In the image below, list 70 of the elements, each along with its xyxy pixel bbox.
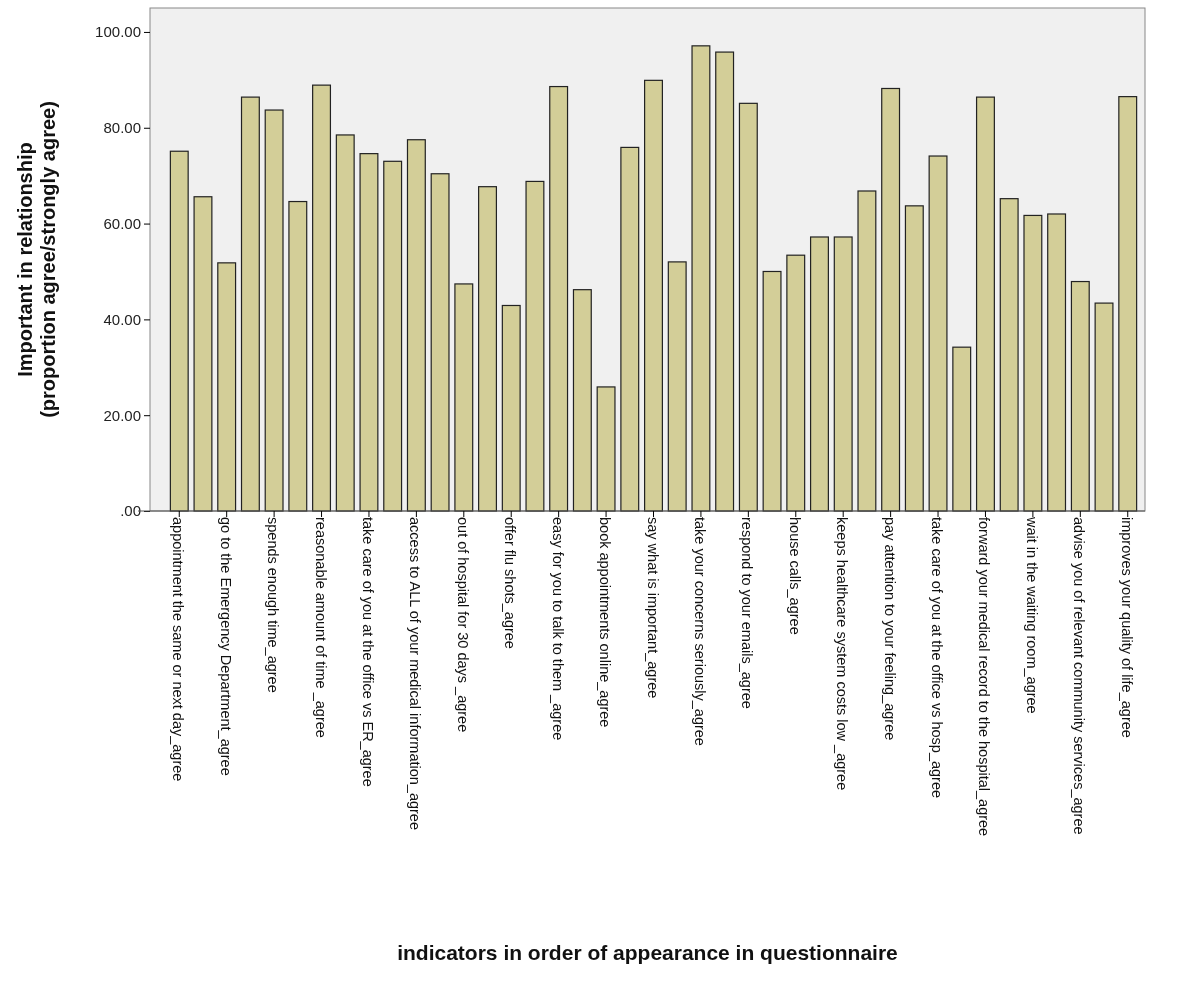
bar — [478, 186, 498, 512]
bar — [312, 84, 332, 512]
bar — [691, 45, 711, 512]
bar — [596, 386, 616, 512]
bar — [975, 96, 995, 512]
x-axis-title: indicators in order of appearance in questionnaire — [397, 941, 898, 964]
bar — [881, 87, 901, 512]
bar — [335, 134, 355, 512]
bar — [240, 96, 260, 512]
x-tick-label: easy for you to talk to them _agree — [549, 517, 566, 741]
bar — [928, 155, 948, 512]
bar — [833, 236, 853, 512]
x-tick-label: take care of you at the office vs ER_agree — [359, 517, 376, 787]
y-tick-label: .00 — [120, 502, 141, 520]
y-tick-label: 80.00 — [103, 119, 141, 137]
bar — [1047, 213, 1067, 512]
x-tick-label: take your concerns seriously_agree — [691, 517, 708, 746]
bar — [525, 180, 545, 512]
x-tick-label: out of hospital for 30 days _agree — [454, 517, 471, 733]
x-tick-label: access to ALL of your medical information_agree — [406, 517, 423, 830]
x-tick-label: house calls_agree — [786, 517, 803, 635]
bar — [786, 254, 806, 512]
bar — [169, 150, 189, 512]
bar — [667, 261, 687, 512]
bar — [264, 109, 284, 512]
bar — [1023, 214, 1043, 512]
x-tick-label: forward your medical record to the hospital_agree — [976, 517, 993, 837]
bar — [572, 289, 592, 512]
x-tick-label: spends enough time_agree — [264, 517, 281, 693]
y-tick-label: 40.00 — [103, 310, 141, 328]
y-axis-title: Important in relationship (proportion agree/strongly agree) — [14, 101, 59, 418]
x-tick-label: pay attention to your feeling_agree — [881, 517, 898, 741]
bar — [454, 283, 474, 512]
x-tick-label: advise you of relevant community services_agree — [1070, 517, 1087, 835]
y-tick-label: 100.00 — [95, 23, 141, 41]
y-tick-label: 60.00 — [103, 214, 141, 232]
bar — [549, 85, 569, 512]
x-tick-label: improves your quality of life_agree — [1118, 517, 1135, 738]
bar — [406, 139, 426, 512]
x-tick-label: go to the Emergency Department_agree — [217, 517, 234, 776]
bar — [952, 346, 972, 512]
bar — [999, 198, 1019, 512]
bar — [430, 173, 450, 512]
bar — [1094, 302, 1114, 512]
bar — [857, 190, 877, 512]
x-tick-label: take care of you at the office vs hosp_agree — [928, 517, 945, 799]
bar — [193, 196, 213, 512]
bar — [904, 205, 924, 512]
bar — [1118, 96, 1138, 512]
bar — [762, 270, 782, 512]
bar — [501, 304, 521, 512]
bar — [809, 236, 829, 512]
bar — [288, 200, 308, 512]
x-tick-label: say what is important_agree — [644, 517, 661, 699]
x-tick-label: offer flu shots_agree — [501, 517, 518, 649]
x-tick-label: respond to your emails_agree — [738, 517, 755, 709]
bar — [715, 51, 735, 512]
bar — [738, 102, 758, 512]
x-tick-label: reasonable amount of time _agree — [312, 517, 329, 738]
bar — [359, 153, 379, 512]
bar — [620, 146, 640, 512]
bar — [1070, 280, 1090, 512]
x-tick-label: wait in the waiting room_agree — [1023, 516, 1040, 714]
x-tick-label: keeps healthcare system costs low _agree — [833, 517, 850, 791]
bar — [383, 160, 403, 512]
bar — [217, 262, 237, 512]
x-tick-label: book appointments online_agree — [596, 517, 613, 728]
x-tick-label: appointment the same or next day_agree — [169, 517, 186, 782]
y-tick-label: 20.00 — [103, 406, 141, 424]
bar — [644, 79, 663, 512]
